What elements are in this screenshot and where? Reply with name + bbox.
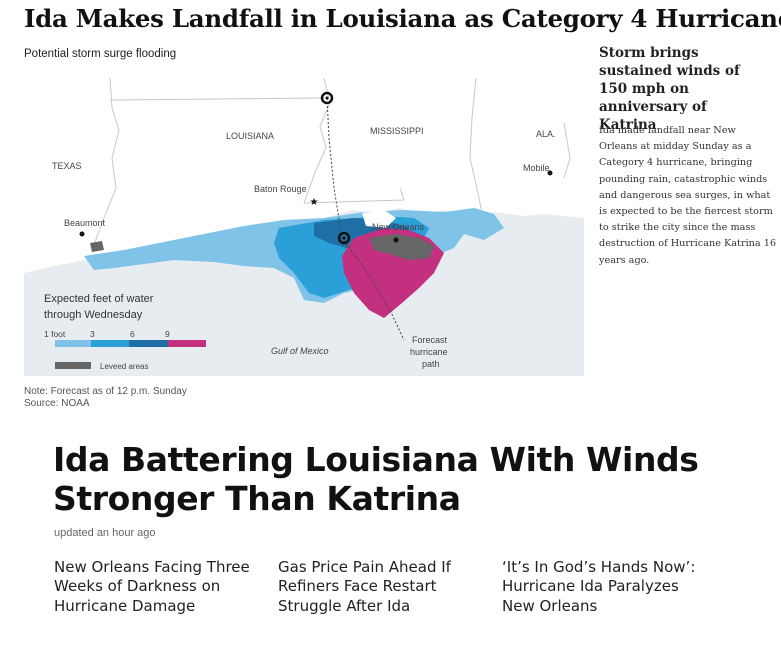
sidebar-headline[interactable]: Storm brings sustained winds of 150 mph … <box>599 45 740 133</box>
label-beaumont: Beaumont <box>64 218 106 228</box>
label-forecast-2: hurricane <box>410 347 448 357</box>
legend-swatch-mid <box>91 340 129 347</box>
louisiana-arkansas-border <box>109 97 325 101</box>
land-mass <box>24 78 584 273</box>
texas-louisiana-border <box>91 78 120 251</box>
map-legend: Expected feet of water through Wednesday… <box>44 293 206 371</box>
legend-tick: 1 foot <box>44 329 66 339</box>
new-orleans-dot <box>393 237 399 243</box>
legend-tick: 9 <box>165 329 170 339</box>
legend-tick: 6 <box>130 329 135 339</box>
label-alabama: ALA. <box>536 129 556 139</box>
label-baton-rouge: Baton Rouge <box>254 184 307 194</box>
legend-swatch-high <box>129 340 168 347</box>
bloomberg-headline[interactable]: Ida Battering Louisiana With Winds Stron… <box>53 440 699 518</box>
label-louisiana: LOUISIANA <box>226 131 274 141</box>
mobile-dot <box>547 170 553 176</box>
hurricane-symbol-icon <box>320 91 334 105</box>
legend-tick: 3 <box>90 329 95 339</box>
related-story-link[interactable]: ‘It’s In God’s Hands Now’: Hurricane Ida… <box>502 558 696 615</box>
updated-timestamp: updated an hour ago <box>54 527 156 539</box>
map-caption: Potential storm surge flooding <box>24 48 177 60</box>
legend-subtitle: through Wednesday <box>44 309 143 321</box>
hurricane-symbol-icon <box>337 231 351 245</box>
storm-surge-map: ★ TEXAS LOUISIANA MISSISSIPPI ALA. Baton… <box>24 78 584 376</box>
sidebar-body: Ida made landfall near New Orleans at mi… <box>599 125 777 266</box>
leveed-area <box>90 241 104 252</box>
related-story-link[interactable]: Gas Price Pain Ahead If Refiners Face Re… <box>278 558 451 615</box>
map-note: Note: Forecast as of 12 p.m. Sunday <box>24 386 187 397</box>
label-forecast-3: path <box>422 359 440 369</box>
legend-leveed-label: Leveed areas <box>100 362 148 371</box>
label-forecast-1: Forecast <box>412 335 448 345</box>
label-texas: TEXAS <box>52 161 82 171</box>
forecast-path <box>326 97 405 341</box>
map-source: Source: NOAA <box>24 398 90 407</box>
legend-swatch-leveed <box>55 362 91 369</box>
mississippi-river-border <box>303 78 331 204</box>
label-gulf: Gulf of Mexico <box>271 346 329 356</box>
legend-swatch-low <box>55 340 91 347</box>
legend-title: Expected feet of water <box>44 293 154 305</box>
related-story-link[interactable]: New Orleans Facing Three Weeks of Darkne… <box>54 558 250 615</box>
leveed-area <box>369 234 434 260</box>
mississippi-alabama-border <box>469 78 483 214</box>
label-mobile: Mobile <box>523 163 550 173</box>
label-mississippi: MISSISSIPPI <box>370 126 424 136</box>
article-headline[interactable]: Ida Makes Landfall in Louisiana as Categ… <box>24 4 781 33</box>
label-new-orleans: New Orleans <box>372 222 425 232</box>
legend-swatch-extreme <box>168 340 206 347</box>
beaumont-dot <box>79 231 85 237</box>
louisiana-mississippi-border <box>303 187 405 204</box>
lake-pontchartrain <box>362 210 396 228</box>
capital-star-icon: ★ <box>310 197 319 208</box>
alabama-florida-border <box>563 122 571 179</box>
